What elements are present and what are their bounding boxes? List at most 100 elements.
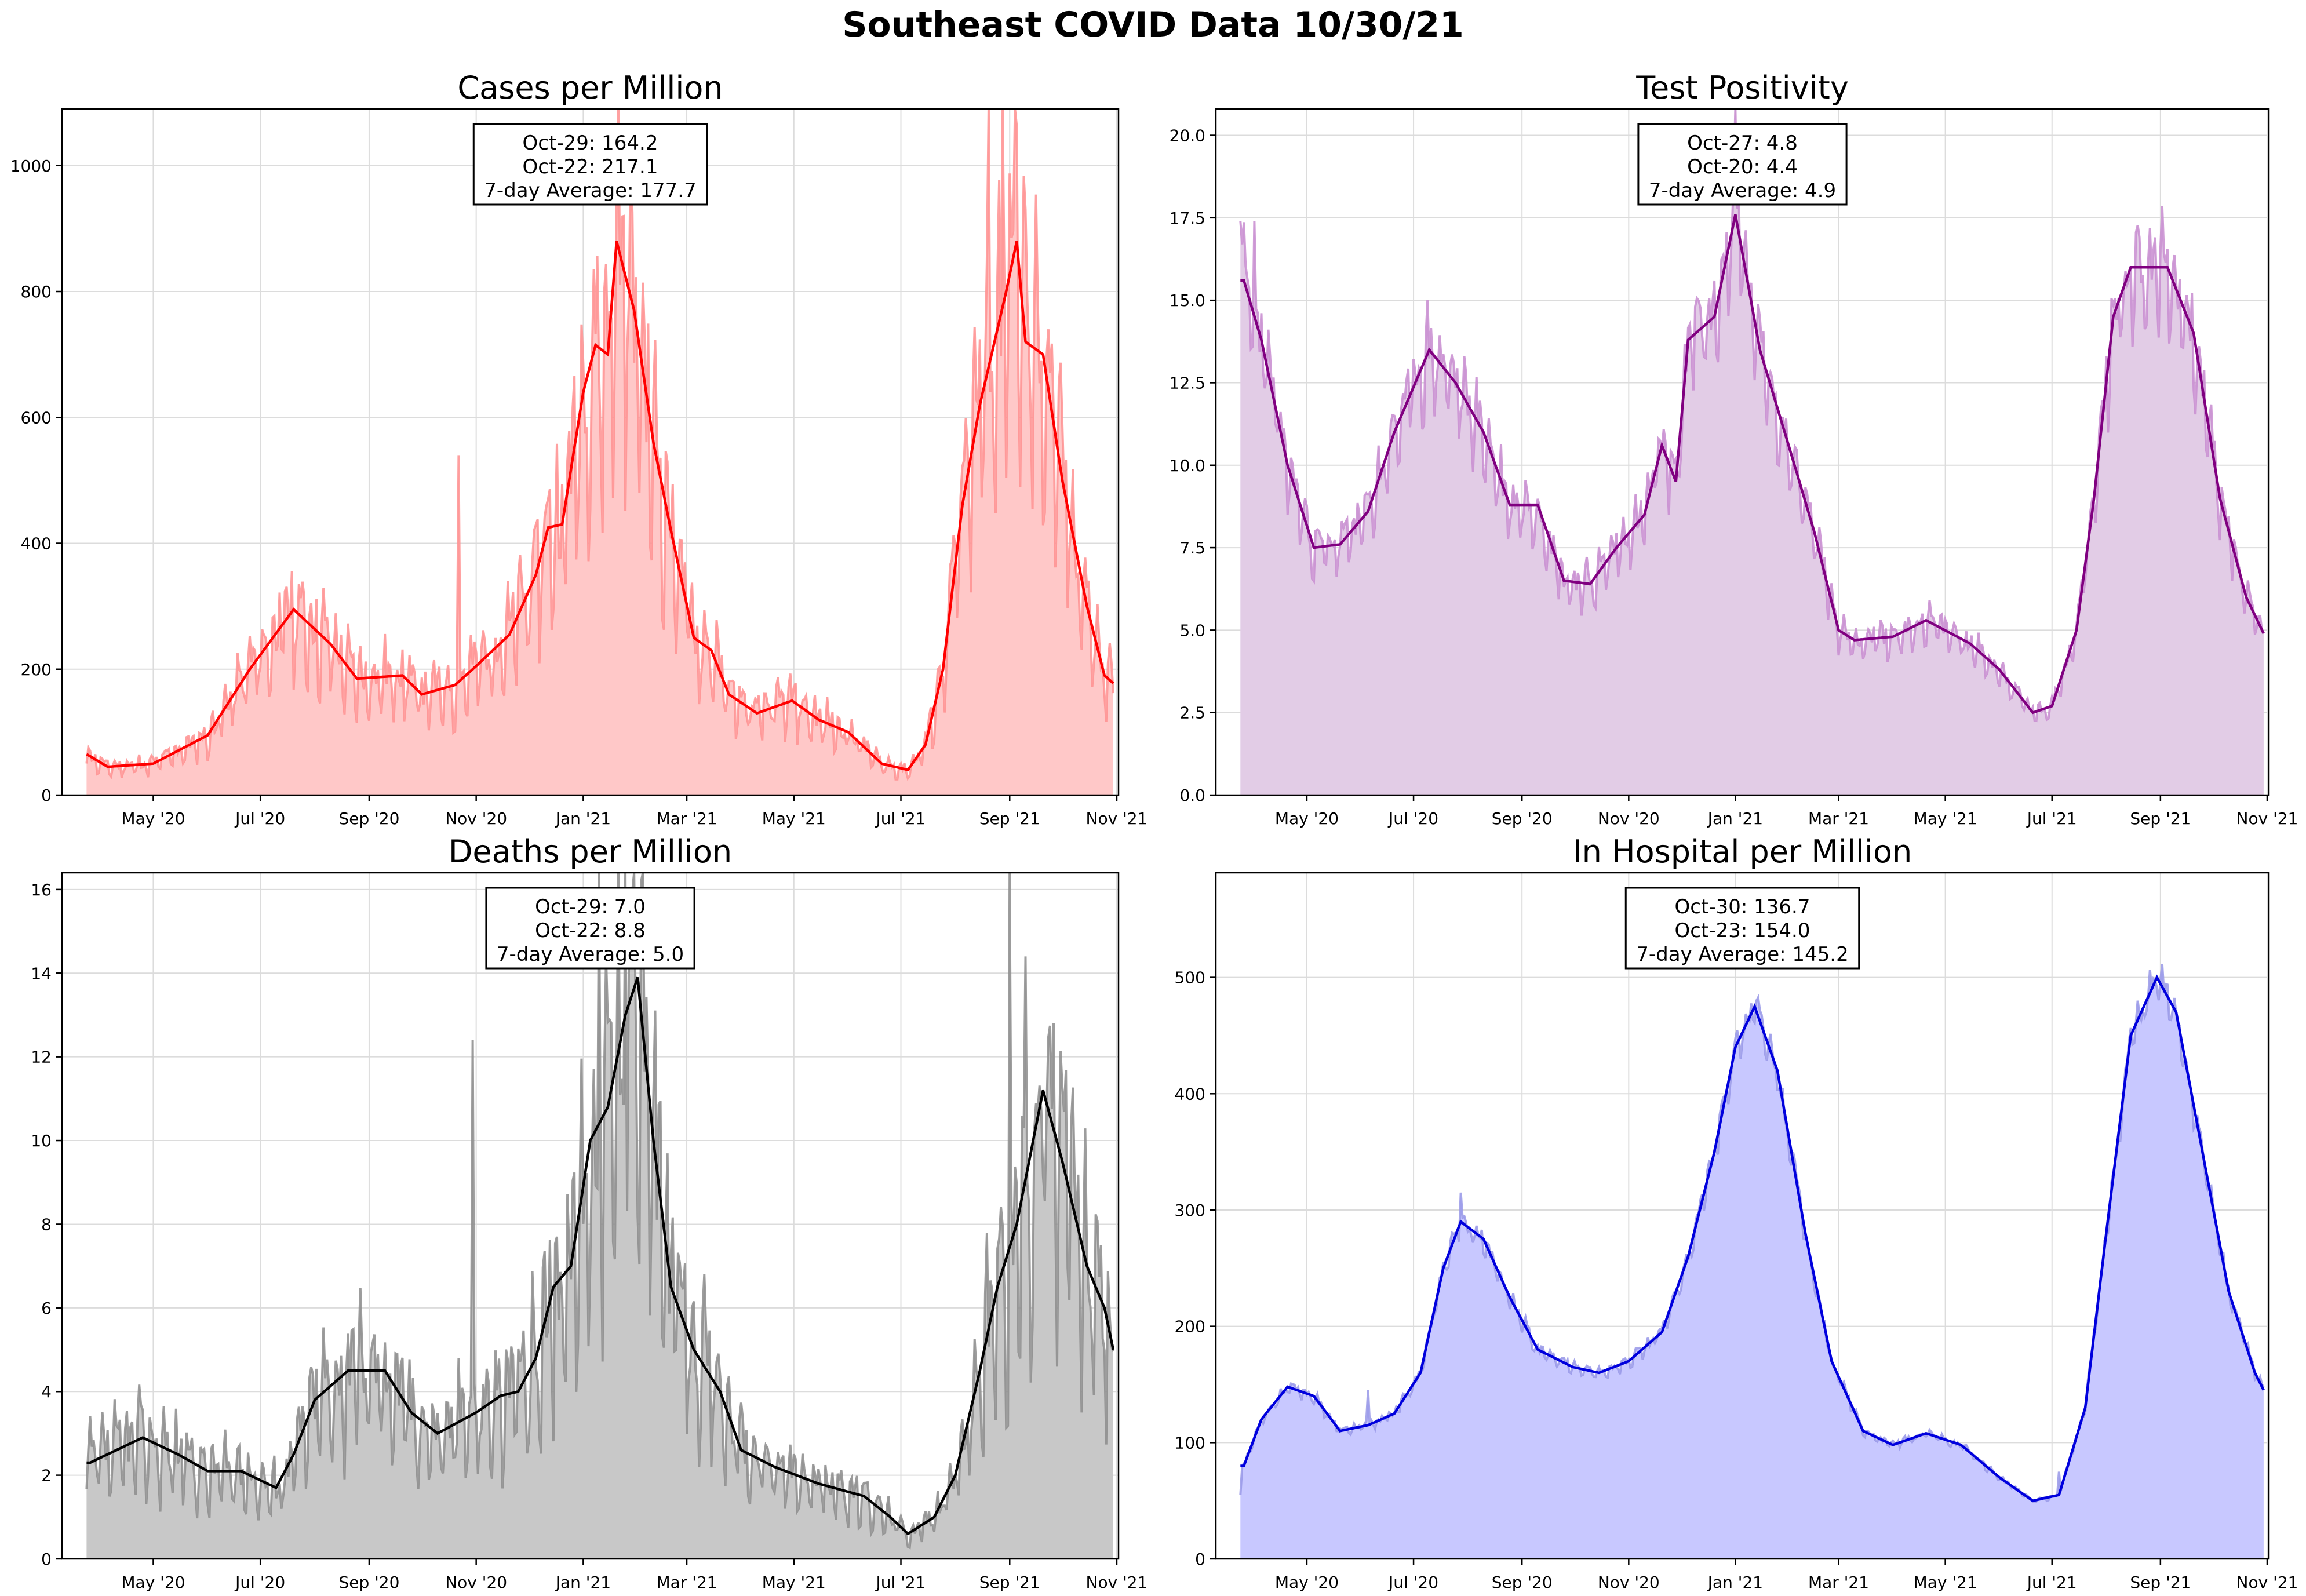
- x-tick-label: Jul '21: [875, 1573, 926, 1592]
- axes-frame: [1215, 872, 2270, 1560]
- x-tick-label: Mar '21: [1808, 809, 1869, 828]
- annotation-line: Oct-22: 217.1: [523, 155, 658, 178]
- y-tick-label: 0: [1195, 1550, 1205, 1569]
- x-tick-label: Jan '21: [555, 809, 611, 828]
- y-tick-label: 200: [21, 660, 52, 679]
- figure-title: Southeast COVID Data 10/30/21: [842, 5, 1464, 45]
- y-tick-label: 2.5: [1179, 704, 1205, 723]
- seven-day-average-line: [1240, 214, 2265, 715]
- y-tick-label: 0: [41, 1550, 52, 1569]
- x-tick-label: Jan '21: [1707, 1573, 1763, 1592]
- x-tick-label: May '21: [762, 1573, 826, 1592]
- y-tick-label: 8: [41, 1215, 52, 1234]
- annotation-frame: [1624, 887, 1860, 970]
- y-tick-label: 12: [31, 1048, 52, 1067]
- x-tick-label: Jul '21: [2026, 1573, 2077, 1592]
- panel-title: Cases per Million: [457, 70, 723, 106]
- annotation-line: 7-day Average: 4.9: [1649, 179, 1836, 202]
- annotation-line: Oct-20: 4.4: [1687, 155, 1798, 178]
- axes-frame: [61, 872, 1120, 1560]
- annotation-frame: [485, 887, 695, 970]
- seven-day-average-line: [86, 241, 1114, 772]
- chart-positivity: 0.0 2.5 5.0 7.5 10.0 12.5 15.0 17.5 20.0 May '20 J…: [1170, 70, 2298, 828]
- x-tick-label: Nov '20: [1598, 809, 1660, 828]
- y-tick-label: 800: [21, 282, 52, 301]
- x-tick-label: Sep '21: [2130, 1573, 2191, 1592]
- x-tick-label: Nov '20: [445, 809, 507, 828]
- y-tick-label: 0: [41, 786, 52, 805]
- chart-deaths: 0 2 4 6 8 10 12 14 16 May '20 Jul '20 Sep '20 Nov '2…: [31, 833, 1147, 1592]
- x-tick-label: Nov '20: [445, 1573, 507, 1592]
- annotation-frame: [1637, 123, 1848, 206]
- y-tick-label: 400: [21, 534, 52, 553]
- x-tick-label: Sep '21: [979, 809, 1040, 828]
- x-tick-label: Sep '20: [338, 1573, 399, 1592]
- x-tick-label: Jul '20: [1387, 809, 1438, 828]
- panel-title: Test Positivity: [1635, 70, 1849, 106]
- daily-line: [85, 873, 1114, 1550]
- y-tick-label: 10: [31, 1131, 52, 1150]
- x-tick-label: Jul '20: [1387, 1573, 1438, 1592]
- y-tick-label: 12.5: [1170, 373, 1205, 392]
- x-tick-label: Jan '21: [555, 1573, 611, 1592]
- x-tick-label: Mar '21: [657, 809, 717, 828]
- y-tick-label: 17.5: [1170, 209, 1205, 228]
- y-tick-label: 20.0: [1170, 126, 1205, 145]
- annotation-line: Oct-30: 136.7: [1675, 895, 1810, 919]
- x-tick-label: Jul '20: [234, 809, 285, 828]
- y-tick-label: 6: [41, 1299, 52, 1318]
- y-tick-label: 10.0: [1170, 456, 1205, 475]
- x-tick-label: Jul '20: [234, 1573, 285, 1592]
- y-tick-label: 2: [41, 1466, 52, 1485]
- y-tick-label: 16: [31, 880, 52, 899]
- y-tick-label: 100: [1175, 1433, 1205, 1452]
- annotation-line: Oct-29: 164.2: [523, 132, 658, 155]
- x-tick-label: Nov '20: [1598, 1573, 1660, 1592]
- annotation-line: Oct-22: 8.8: [535, 919, 646, 942]
- annotation-line: Oct-23: 154.0: [1675, 919, 1810, 942]
- series-group: [1239, 964, 2265, 1559]
- x-tick-label: Nov '21: [1086, 1573, 1148, 1592]
- daily-area: [1240, 109, 2264, 795]
- seven-day-average-line: [1240, 974, 2265, 1503]
- x-tick-label: Mar '21: [657, 1573, 717, 1592]
- y-tick-label: 500: [1175, 968, 1205, 988]
- x-tick-label: May '20: [1275, 1573, 1339, 1592]
- annotation-line: 7-day Average: 177.7: [484, 179, 696, 202]
- x-tick-label: Sep '21: [2130, 809, 2191, 828]
- x-tick-label: May '20: [121, 809, 185, 828]
- x-tick-label: May '20: [121, 1573, 185, 1592]
- x-tick-label: Sep '20: [338, 809, 399, 828]
- y-tick-label: 0.0: [1179, 786, 1205, 805]
- x-tick-label: Jan '21: [1707, 809, 1763, 828]
- x-tick-label: Sep '20: [1492, 1573, 1553, 1592]
- axes-frame: [1215, 108, 2270, 796]
- x-tick-label: May '21: [1914, 1573, 1977, 1592]
- series-group: [85, 873, 1115, 1559]
- seven-day-average-line: [86, 976, 1115, 1536]
- daily-area: [1240, 964, 2264, 1559]
- y-tick-label: 1000: [10, 156, 52, 176]
- y-tick-label: 5.0: [1179, 621, 1205, 640]
- x-tick-label: Nov '21: [2236, 809, 2298, 828]
- annotation-line: Oct-29: 7.0: [535, 895, 646, 919]
- x-tick-label: May '20: [1275, 809, 1339, 828]
- x-tick-label: May '21: [762, 809, 826, 828]
- axes-frame: [61, 108, 1120, 796]
- series-group: [85, 109, 1114, 795]
- x-tick-label: Sep '20: [1492, 809, 1553, 828]
- x-tick-label: Jul '21: [875, 809, 926, 828]
- annotation-line: Oct-27: 4.8: [1687, 132, 1798, 155]
- panel-title: In Hospital per Million: [1573, 833, 1912, 870]
- y-tick-label: 200: [1175, 1317, 1205, 1336]
- x-tick-label: May '21: [1914, 809, 1977, 828]
- y-tick-label: 300: [1175, 1201, 1205, 1220]
- y-tick-label: 4: [41, 1382, 52, 1401]
- daily-line: [85, 109, 1114, 781]
- x-tick-label: Nov '21: [1086, 809, 1148, 828]
- x-tick-label: Sep '21: [979, 1573, 1040, 1592]
